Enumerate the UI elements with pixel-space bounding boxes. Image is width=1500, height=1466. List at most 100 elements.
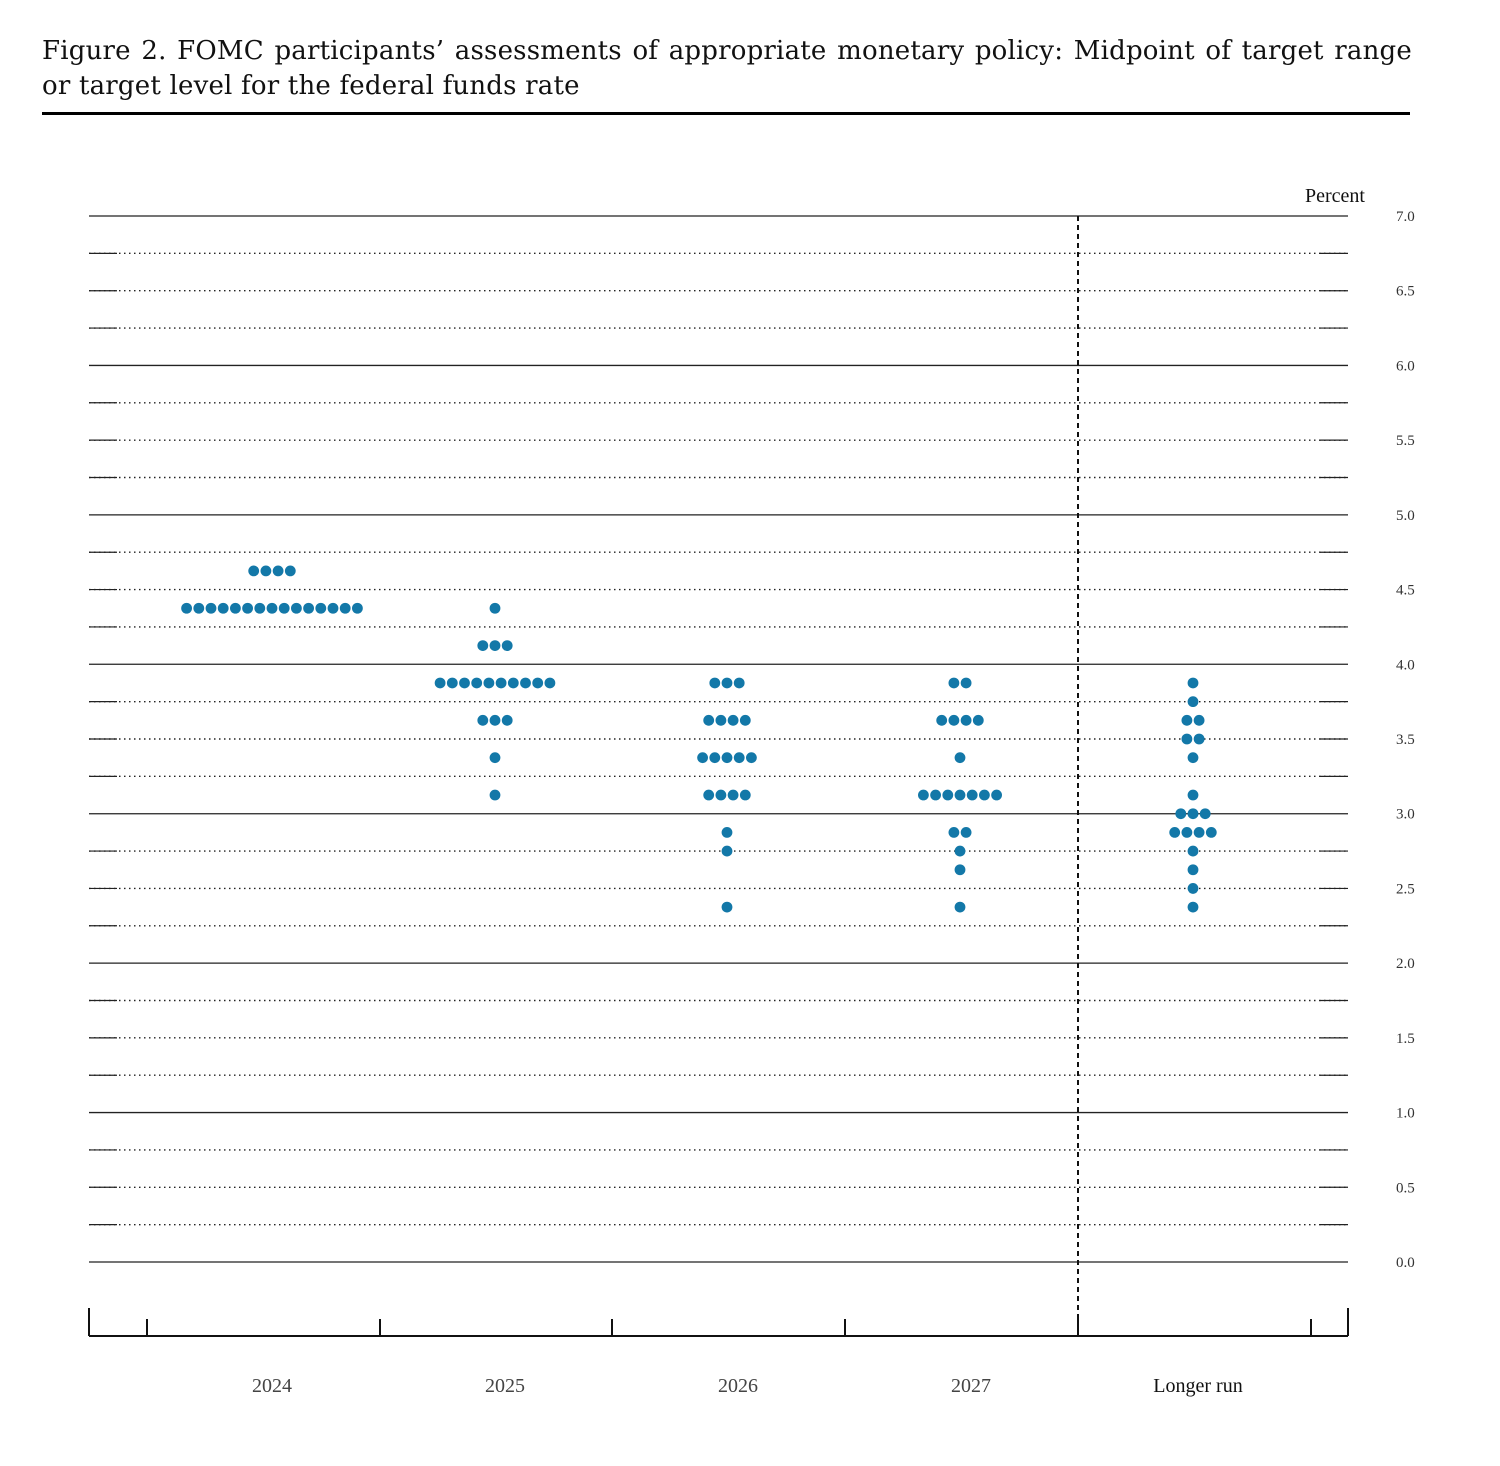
dot bbox=[727, 714, 739, 726]
x-category-label: 2027 bbox=[951, 1375, 991, 1397]
y-tick-label: 6.0 bbox=[1396, 358, 1415, 374]
dot bbox=[721, 752, 733, 764]
dot bbox=[954, 901, 966, 913]
dot bbox=[278, 602, 290, 614]
dot bbox=[930, 789, 941, 801]
dot bbox=[715, 789, 727, 801]
dot bbox=[471, 677, 483, 689]
y-tick-label: 3.5 bbox=[1396, 732, 1415, 748]
dot bbox=[1169, 826, 1181, 838]
dot bbox=[697, 752, 708, 764]
y-tick-label: 1.5 bbox=[1396, 1031, 1415, 1047]
dot bbox=[315, 602, 327, 614]
dot bbox=[948, 826, 960, 838]
dot bbox=[520, 677, 531, 689]
gridlines bbox=[89, 215, 1348, 1263]
dot bbox=[721, 826, 733, 838]
dot bbox=[284, 565, 296, 577]
dot bbox=[703, 789, 715, 801]
dot bbox=[960, 826, 972, 838]
dot bbox=[434, 677, 446, 689]
dot bbox=[248, 565, 260, 577]
dot bbox=[721, 677, 733, 689]
y-axis-ticks: 7.0 6.5 6.0 5.5 5.0 4.5 4.0 3.5 3.0 2.5 2.0 1.5 1.0 0… bbox=[1396, 209, 1415, 1271]
dot bbox=[489, 789, 501, 801]
dot bbox=[1187, 845, 1199, 857]
dot bbox=[489, 640, 501, 652]
x-category-label: 2025 bbox=[485, 1375, 525, 1397]
y-axis-unit-label: Percent bbox=[1305, 185, 1365, 207]
dot bbox=[746, 752, 757, 764]
dot bbox=[1181, 826, 1193, 838]
dot bbox=[721, 845, 733, 857]
dot bbox=[954, 789, 966, 801]
dot bbox=[254, 602, 266, 614]
dot bbox=[739, 714, 751, 726]
dot bbox=[230, 602, 241, 614]
dot bbox=[954, 752, 966, 764]
dot bbox=[242, 602, 254, 614]
y-tick-label: 2.5 bbox=[1396, 881, 1415, 897]
dot bbox=[954, 845, 966, 857]
dot bbox=[272, 565, 284, 577]
dot bbox=[1193, 714, 1205, 726]
y-tick-label: 5.0 bbox=[1396, 508, 1415, 524]
dot bbox=[1175, 808, 1187, 820]
dots bbox=[181, 565, 1217, 913]
dot bbox=[715, 714, 727, 726]
y-tick-label: 3.0 bbox=[1396, 807, 1415, 823]
dot bbox=[1187, 808, 1199, 820]
dot bbox=[709, 752, 721, 764]
dot bbox=[1187, 677, 1199, 689]
dot bbox=[1193, 826, 1205, 838]
dot bbox=[966, 789, 978, 801]
dot bbox=[489, 602, 501, 614]
dot bbox=[1199, 808, 1211, 820]
dot bbox=[948, 714, 960, 726]
dot bbox=[1205, 826, 1217, 838]
dot bbox=[1187, 789, 1199, 801]
dot bbox=[954, 864, 966, 876]
dot bbox=[1187, 901, 1199, 913]
dot bbox=[193, 602, 205, 614]
dot bbox=[979, 789, 990, 801]
y-tick-label: 5.5 bbox=[1396, 433, 1415, 449]
dot bbox=[960, 714, 972, 726]
dot bbox=[936, 714, 948, 726]
dot bbox=[544, 677, 556, 689]
y-tick-label: 4.5 bbox=[1396, 583, 1415, 599]
dot bbox=[1193, 733, 1205, 745]
dot bbox=[532, 677, 544, 689]
y-tick-label: 1.0 bbox=[1396, 1106, 1415, 1122]
x-category-label: 2024 bbox=[252, 1375, 292, 1397]
dot bbox=[501, 640, 513, 652]
dot bbox=[918, 789, 929, 801]
dot bbox=[1181, 714, 1193, 726]
dot bbox=[727, 789, 739, 801]
dot bbox=[721, 901, 733, 913]
dot bbox=[489, 714, 501, 726]
dot bbox=[217, 602, 229, 614]
dot bbox=[339, 602, 351, 614]
dot bbox=[291, 602, 302, 614]
dot bbox=[733, 677, 745, 689]
dot bbox=[260, 565, 272, 577]
dot bbox=[327, 602, 339, 614]
dot bbox=[495, 677, 507, 689]
dot bbox=[709, 677, 721, 689]
dot bbox=[1187, 883, 1199, 894]
dot bbox=[483, 677, 495, 689]
dot bbox=[991, 789, 1002, 801]
dot bbox=[352, 602, 363, 614]
y-tick-label: 6.5 bbox=[1396, 284, 1415, 300]
dot bbox=[205, 602, 217, 614]
dot bbox=[739, 789, 751, 801]
dot bbox=[181, 602, 193, 614]
dot bbox=[501, 714, 513, 726]
dot bbox=[303, 602, 314, 614]
dot bbox=[1187, 864, 1199, 876]
dot bbox=[972, 714, 984, 726]
dot bbox=[446, 677, 458, 689]
dot bbox=[266, 602, 278, 614]
